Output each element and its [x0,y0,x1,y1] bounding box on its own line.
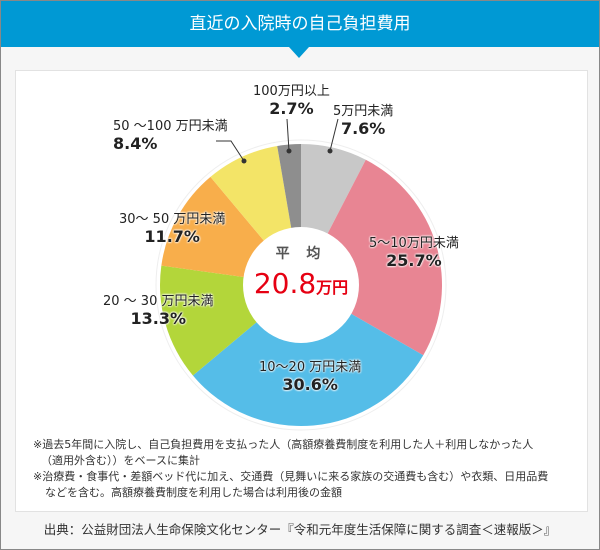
donut-hole [243,227,359,343]
title-bar: 直近の入院時の自己負担費用 [1,1,599,47]
leader-line-2 [286,118,290,152]
pie-slice-1 [301,159,442,356]
source-citation: 出典：公益財団法人生命保険文化センター『令和元年度生活保障に関する調査＜速報版＞… [43,522,557,537]
leader-line-1 [216,140,245,162]
average-value: 20.8 [253,267,317,300]
note-1-cont: （適用外含む））をベースに集計 [41,454,200,467]
slice-label-6: 100万円以上 2.7% [253,84,330,118]
slice-label-4: 30～ 50 万円未満 11.7% [119,212,226,246]
leader-line-0 [329,118,339,152]
average-center: 平 均 20.8万円 [241,243,361,300]
slice-label-0: 5万円未満 7.6% [333,104,394,138]
title-pointer [289,47,309,58]
slice-label-3: 20 ～ 30 万円未満 13.3% [103,294,214,328]
leader-dot-2 [286,148,292,154]
average-unit: 万円 [316,278,349,297]
slice-label-2: 10～20 万円未満 30.6% [259,360,362,394]
average-label: 平 均 [275,246,327,262]
note-1: ※過去5年間に入院し、自己負担費用を支払った人（高額療養費制度を利用した人＋利用… [33,438,534,451]
note-2-cont: などを含む。高額療養費制度を利用した場合は利用後の金額 [45,486,342,499]
leader-dot-1 [241,158,247,164]
note-2: ※治療費・食事代・差額ベッド代に加え、交通費（見舞いに来る家族の交通費も含む）や… [33,470,549,483]
leader-dot-0 [327,148,333,154]
slice-label-1: 5～10万円未満 25.7% [369,236,459,270]
pie-slice-2 [192,285,424,426]
slice-label-5: 50 ～100 万円未満 8.4% [113,119,228,153]
